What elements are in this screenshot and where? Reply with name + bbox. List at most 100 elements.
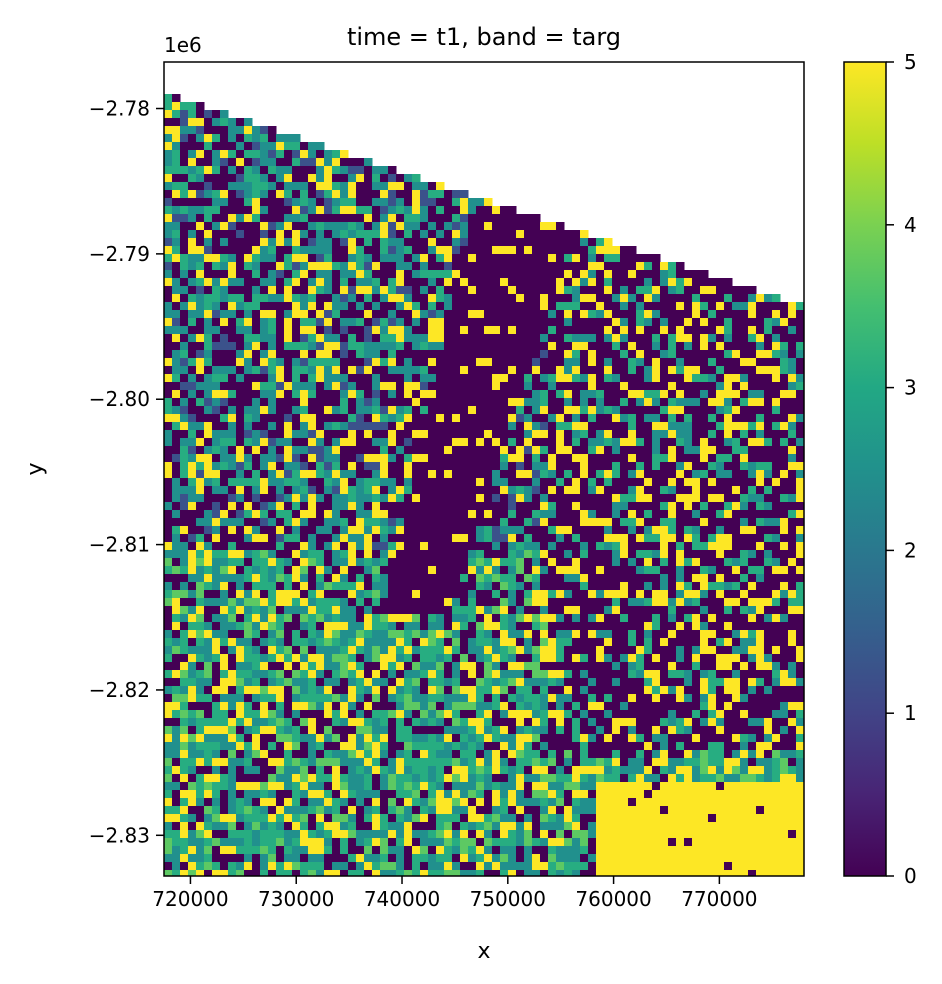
raster-cell bbox=[612, 614, 621, 623]
raster-cell bbox=[460, 494, 469, 503]
raster-cell bbox=[684, 518, 693, 527]
raster-cell bbox=[764, 406, 773, 415]
raster-cell bbox=[204, 286, 213, 295]
raster-cell bbox=[748, 342, 757, 351]
raster-cell bbox=[348, 646, 357, 655]
raster-cell bbox=[748, 310, 757, 319]
raster-cell bbox=[700, 510, 709, 519]
raster-cell bbox=[380, 342, 389, 351]
raster-cell bbox=[620, 318, 629, 327]
raster-cell bbox=[244, 686, 253, 695]
raster-cell bbox=[388, 406, 397, 415]
raster-cell bbox=[692, 550, 701, 559]
raster-cell bbox=[268, 478, 277, 487]
raster-cell bbox=[340, 166, 349, 175]
raster-cell bbox=[748, 614, 757, 623]
raster-cell bbox=[236, 534, 245, 543]
raster-cell bbox=[372, 494, 381, 503]
raster-cell bbox=[212, 110, 221, 119]
raster-cell bbox=[204, 526, 213, 535]
raster-cell bbox=[484, 326, 493, 335]
raster-cell bbox=[556, 678, 565, 687]
raster-cell bbox=[628, 606, 637, 615]
raster-cell bbox=[492, 366, 501, 375]
raster-cell bbox=[236, 622, 245, 631]
raster-cell bbox=[788, 574, 797, 583]
raster-cell bbox=[316, 142, 325, 151]
raster-cell bbox=[204, 174, 213, 183]
raster-cell bbox=[532, 334, 541, 343]
raster-cell bbox=[476, 614, 485, 623]
raster-cell bbox=[572, 430, 581, 439]
raster-cell bbox=[652, 614, 661, 623]
raster-cell bbox=[620, 454, 629, 463]
raster-cell bbox=[324, 150, 333, 159]
raster-cell bbox=[620, 374, 629, 383]
raster-cell bbox=[508, 246, 517, 255]
raster-cell bbox=[588, 350, 597, 359]
raster-cell bbox=[324, 646, 333, 655]
raster-cell bbox=[428, 670, 437, 679]
raster-cell bbox=[580, 390, 589, 399]
raster-cell bbox=[516, 238, 525, 247]
raster-cell bbox=[484, 214, 493, 223]
raster-cell bbox=[644, 670, 653, 679]
raster-cell bbox=[444, 566, 453, 575]
raster-cell bbox=[364, 526, 373, 535]
raster-cell bbox=[756, 390, 765, 399]
raster-cell bbox=[676, 630, 685, 639]
raster-cell bbox=[276, 542, 285, 551]
raster-cell bbox=[268, 686, 277, 695]
raster-cell bbox=[228, 222, 237, 231]
raster-cell bbox=[740, 614, 749, 623]
raster-cell bbox=[316, 518, 325, 527]
raster-cell bbox=[204, 534, 213, 543]
raster-cell bbox=[316, 262, 325, 271]
raster-cell bbox=[588, 438, 597, 447]
raster-cell bbox=[444, 430, 453, 439]
raster-cell bbox=[452, 502, 461, 511]
raster-cell bbox=[780, 478, 789, 487]
raster-cell bbox=[628, 630, 637, 639]
raster-cell bbox=[404, 286, 413, 295]
raster-cell bbox=[252, 198, 261, 207]
raster-cell bbox=[564, 382, 573, 391]
raster-cell bbox=[604, 350, 613, 359]
raster-cell bbox=[300, 182, 309, 191]
raster-cell bbox=[340, 390, 349, 399]
raster-cell bbox=[548, 502, 557, 511]
raster-cell bbox=[612, 630, 621, 639]
raster-cell bbox=[580, 614, 589, 623]
raster-cell bbox=[468, 558, 477, 567]
raster-cell bbox=[588, 574, 597, 583]
raster-cell bbox=[364, 670, 373, 679]
raster-cell bbox=[332, 390, 341, 399]
raster-cell bbox=[676, 638, 685, 647]
raster-cell bbox=[284, 182, 293, 191]
raster-cell bbox=[612, 502, 621, 511]
raster-cell bbox=[196, 190, 205, 199]
raster-cell bbox=[292, 174, 301, 183]
raster-cell bbox=[564, 550, 573, 559]
raster-cell bbox=[468, 670, 477, 679]
raster-cell bbox=[412, 342, 421, 351]
raster-cell bbox=[508, 414, 517, 423]
raster-cell bbox=[612, 606, 621, 615]
raster-cell bbox=[524, 318, 533, 327]
raster-cell bbox=[188, 542, 197, 551]
raster-cell bbox=[532, 454, 541, 463]
raster-cell bbox=[500, 574, 509, 583]
raster-cell bbox=[340, 654, 349, 663]
raster-cell bbox=[436, 670, 445, 679]
raster-cell bbox=[732, 542, 741, 551]
raster-cell bbox=[396, 550, 405, 559]
raster-cell bbox=[196, 406, 205, 415]
raster-cell bbox=[356, 294, 365, 303]
raster-cell bbox=[700, 286, 709, 295]
raster-cell bbox=[564, 470, 573, 479]
raster-cell bbox=[644, 310, 653, 319]
raster-cell bbox=[228, 406, 237, 415]
raster-cell bbox=[204, 342, 213, 351]
raster-cell bbox=[196, 390, 205, 399]
raster-cell bbox=[740, 374, 749, 383]
